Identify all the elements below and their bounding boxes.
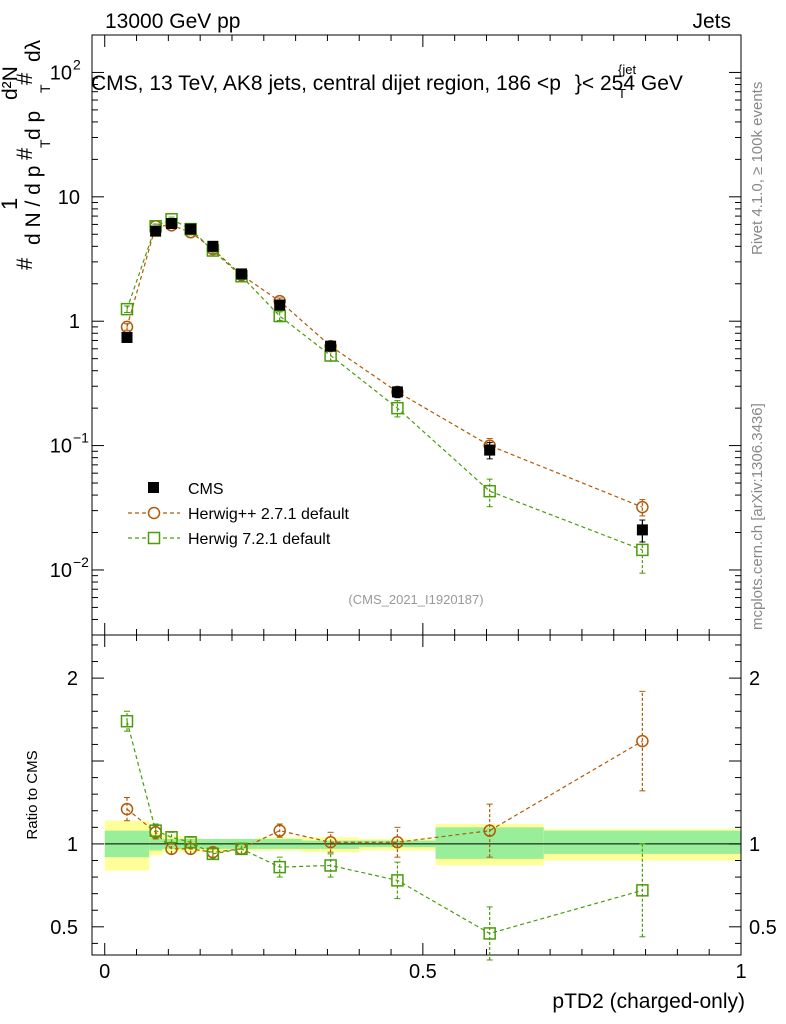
y-tick-label: 10 [50, 62, 72, 84]
main-series-marks [120, 213, 649, 574]
data-point-herwigpp [391, 836, 404, 849]
x-tick-label: 0 [99, 961, 110, 983]
data-point-herwig7 [120, 302, 134, 316]
data-point-cms [391, 386, 403, 398]
band-stat-uncertainty [435, 827, 544, 859]
y-label-one: 1 [0, 198, 22, 210]
y-label-dn-dp-sub: T [37, 139, 53, 148]
chart-title: CMS, 13 TeV, AK8 jets, central dijet reg… [91, 72, 683, 95]
y-label-dn-dp: d N / d p [22, 166, 45, 245]
legend-herwigpp-marker [147, 506, 161, 520]
ratio-y-tick-label-right: 0.5 [749, 917, 777, 939]
ratio-y-tick-label-left: 2 [67, 668, 78, 690]
legend-cms-marker [148, 482, 159, 493]
data-point-herwig7 [391, 401, 404, 415]
y-label-dp: d p [22, 111, 45, 140]
data-point-herwig7 [391, 874, 404, 887]
y-label-d2n: d²N [0, 66, 22, 100]
data-point-cms [274, 299, 286, 311]
ratio-y-tick-label-right: 2 [749, 668, 760, 690]
data-point-herwigpp [483, 824, 496, 837]
legend-herwig7-marker [147, 531, 161, 545]
x-tick-label: 1 [735, 961, 746, 983]
ratio-plot-frame [91, 634, 742, 956]
legend-herwigpp-label: Herwig++ 2.7.1 default [188, 506, 350, 523]
y-label-dp-sub: T [37, 84, 53, 93]
y-tick-label-exponent: −2 [73, 554, 89, 570]
data-point-herwig7 [206, 847, 220, 861]
data-point-herwigpp [636, 734, 649, 748]
main-y-axis-label: # 1 d N / d p T # d²N d p T # dλ [0, 39, 53, 270]
data-point-herwig7 [324, 859, 337, 872]
data-point-cms [150, 225, 162, 237]
data-point-herwig7 [636, 543, 649, 557]
ratio-y-tick-label-left: 1 [67, 834, 78, 856]
legend: CMS Herwig++ 2.7.1 default Herwig 7.2.1 … [128, 481, 350, 548]
data-point-herwig7 [483, 927, 496, 940]
y-label-hash-mid: # [12, 147, 37, 160]
ratio-y-tick-label-right: 1 [749, 834, 760, 856]
analysis-id-label: (CMS_2021_I1920187) [348, 592, 483, 607]
legend-cms-label: CMS [188, 481, 224, 498]
data-point-herwig7 [120, 714, 134, 728]
data-point-cms [121, 331, 133, 343]
ratio-uncertainty-bands [104, 820, 741, 871]
ratio-y-tick-label-left: 0.5 [50, 917, 78, 939]
y-tick-label-exponent: 2 [73, 56, 81, 72]
ratio-series-marks [120, 690, 649, 961]
header-process-label: 13000 GeV pp [105, 10, 240, 33]
ratio-panel: 0.5 0.51 12 20 0.5 1 Ratio to CMS pTD2 (charg… [24, 634, 777, 1013]
data-point-herwig7 [273, 309, 286, 323]
ratio-y-axis-label: Ratio to CMS [24, 750, 41, 839]
data-point-herwigpp [120, 802, 134, 816]
data-point-herwigpp [324, 836, 337, 849]
header-category-label: Jets [692, 10, 731, 33]
y-tick-label-exponent: −1 [73, 430, 89, 446]
data-point-herwig7 [184, 836, 197, 849]
y-tick-label: 10 [50, 560, 72, 582]
rivet-version-label: Rivet 4.1.0, ≥ 100k events [749, 82, 766, 255]
data-point-herwigpp [120, 320, 134, 334]
series-line-Herwig++ 2.7.1 default [126, 224, 643, 508]
data-point-herwig7 [273, 860, 286, 874]
chart-title-subscript: T [618, 86, 626, 101]
data-point-herwigpp [273, 824, 286, 837]
data-point-cms [636, 524, 648, 536]
mcplots-credit-label: mcplots.cern.ch [arXiv:1306.3436] [749, 403, 766, 630]
data-point-cms [185, 223, 197, 235]
data-point-herwig7 [165, 831, 178, 844]
data-point-herwigpp [636, 500, 649, 514]
data-point-cms [207, 240, 219, 252]
y-label-dlambda: dλ [22, 39, 45, 62]
x-tick-label: 0.5 [409, 961, 437, 983]
data-point-cms [166, 218, 178, 230]
x-axis-label: pTD2 (charged-only) [552, 990, 745, 1013]
data-point-cms [484, 444, 496, 456]
series-line-Herwig 7.2.1 default [126, 721, 643, 935]
band-stat-uncertainty [543, 830, 741, 854]
data-point-herwig7 [636, 884, 649, 897]
chart-title-superscript: {jet [618, 62, 636, 77]
y-label-hash-left: # [12, 257, 37, 270]
y-label-hash-right: # [12, 72, 37, 85]
data-point-herwig7 [483, 484, 496, 498]
data-point-herwig7 [235, 842, 248, 856]
y-tick-label: 10 [58, 187, 80, 209]
y-tick-label: 1 [69, 311, 80, 333]
data-point-herwigpp [184, 842, 197, 856]
data-point-cms [236, 268, 248, 280]
y-tick-label: 10 [50, 436, 72, 458]
data-point-cms [325, 340, 337, 352]
ratio-axis-ticks: 0.5 0.51 12 20 0.5 1 [50, 635, 777, 983]
data-point-herwig7 [149, 824, 162, 837]
legend-herwig7-label: Herwig 7.2.1 default [188, 531, 331, 548]
series-line-Herwig 7.2.1 default [126, 218, 643, 551]
